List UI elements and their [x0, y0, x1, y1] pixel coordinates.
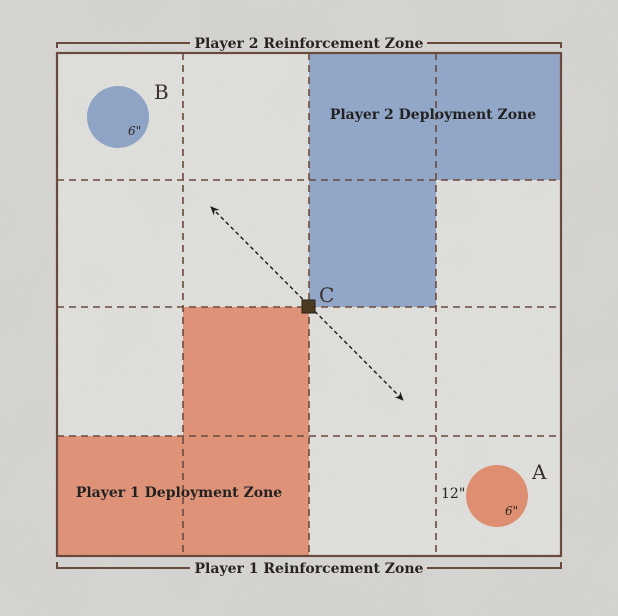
- top-bracket-right: [427, 42, 562, 48]
- player2-deployment-zone-top: [309, 53, 561, 180]
- reinforcement-brackets: [56, 42, 562, 569]
- bottom-reinforcement-title: Player 1 Reinforcement Zone: [195, 561, 424, 577]
- objective-a-circle: [466, 465, 528, 527]
- objective-b-circle: [87, 86, 149, 148]
- objective-a-letter: A: [531, 460, 547, 484]
- player1-deployment-zone-upper: [183, 307, 309, 436]
- top-bracket-left: [56, 42, 190, 48]
- bottom-bracket-right: [427, 562, 562, 569]
- player1-deployment-label: Player 1 Deployment Zone: [76, 485, 282, 501]
- distance-measurement-label: 12": [441, 486, 465, 502]
- objective-b-letter: B: [154, 80, 169, 104]
- objective-c-letter: C: [319, 283, 334, 307]
- board-border: [55, 51, 563, 558]
- objective-b-radius: 6": [128, 124, 141, 138]
- bottom-bracket-left: [56, 562, 190, 569]
- objective-a-radius: 6": [505, 504, 518, 518]
- objective-c-marker: [301, 299, 316, 314]
- player2-deployment-label: Player 2 Deployment Zone: [330, 107, 536, 123]
- top-reinforcement-title: Player 2 Reinforcement Zone: [195, 36, 424, 52]
